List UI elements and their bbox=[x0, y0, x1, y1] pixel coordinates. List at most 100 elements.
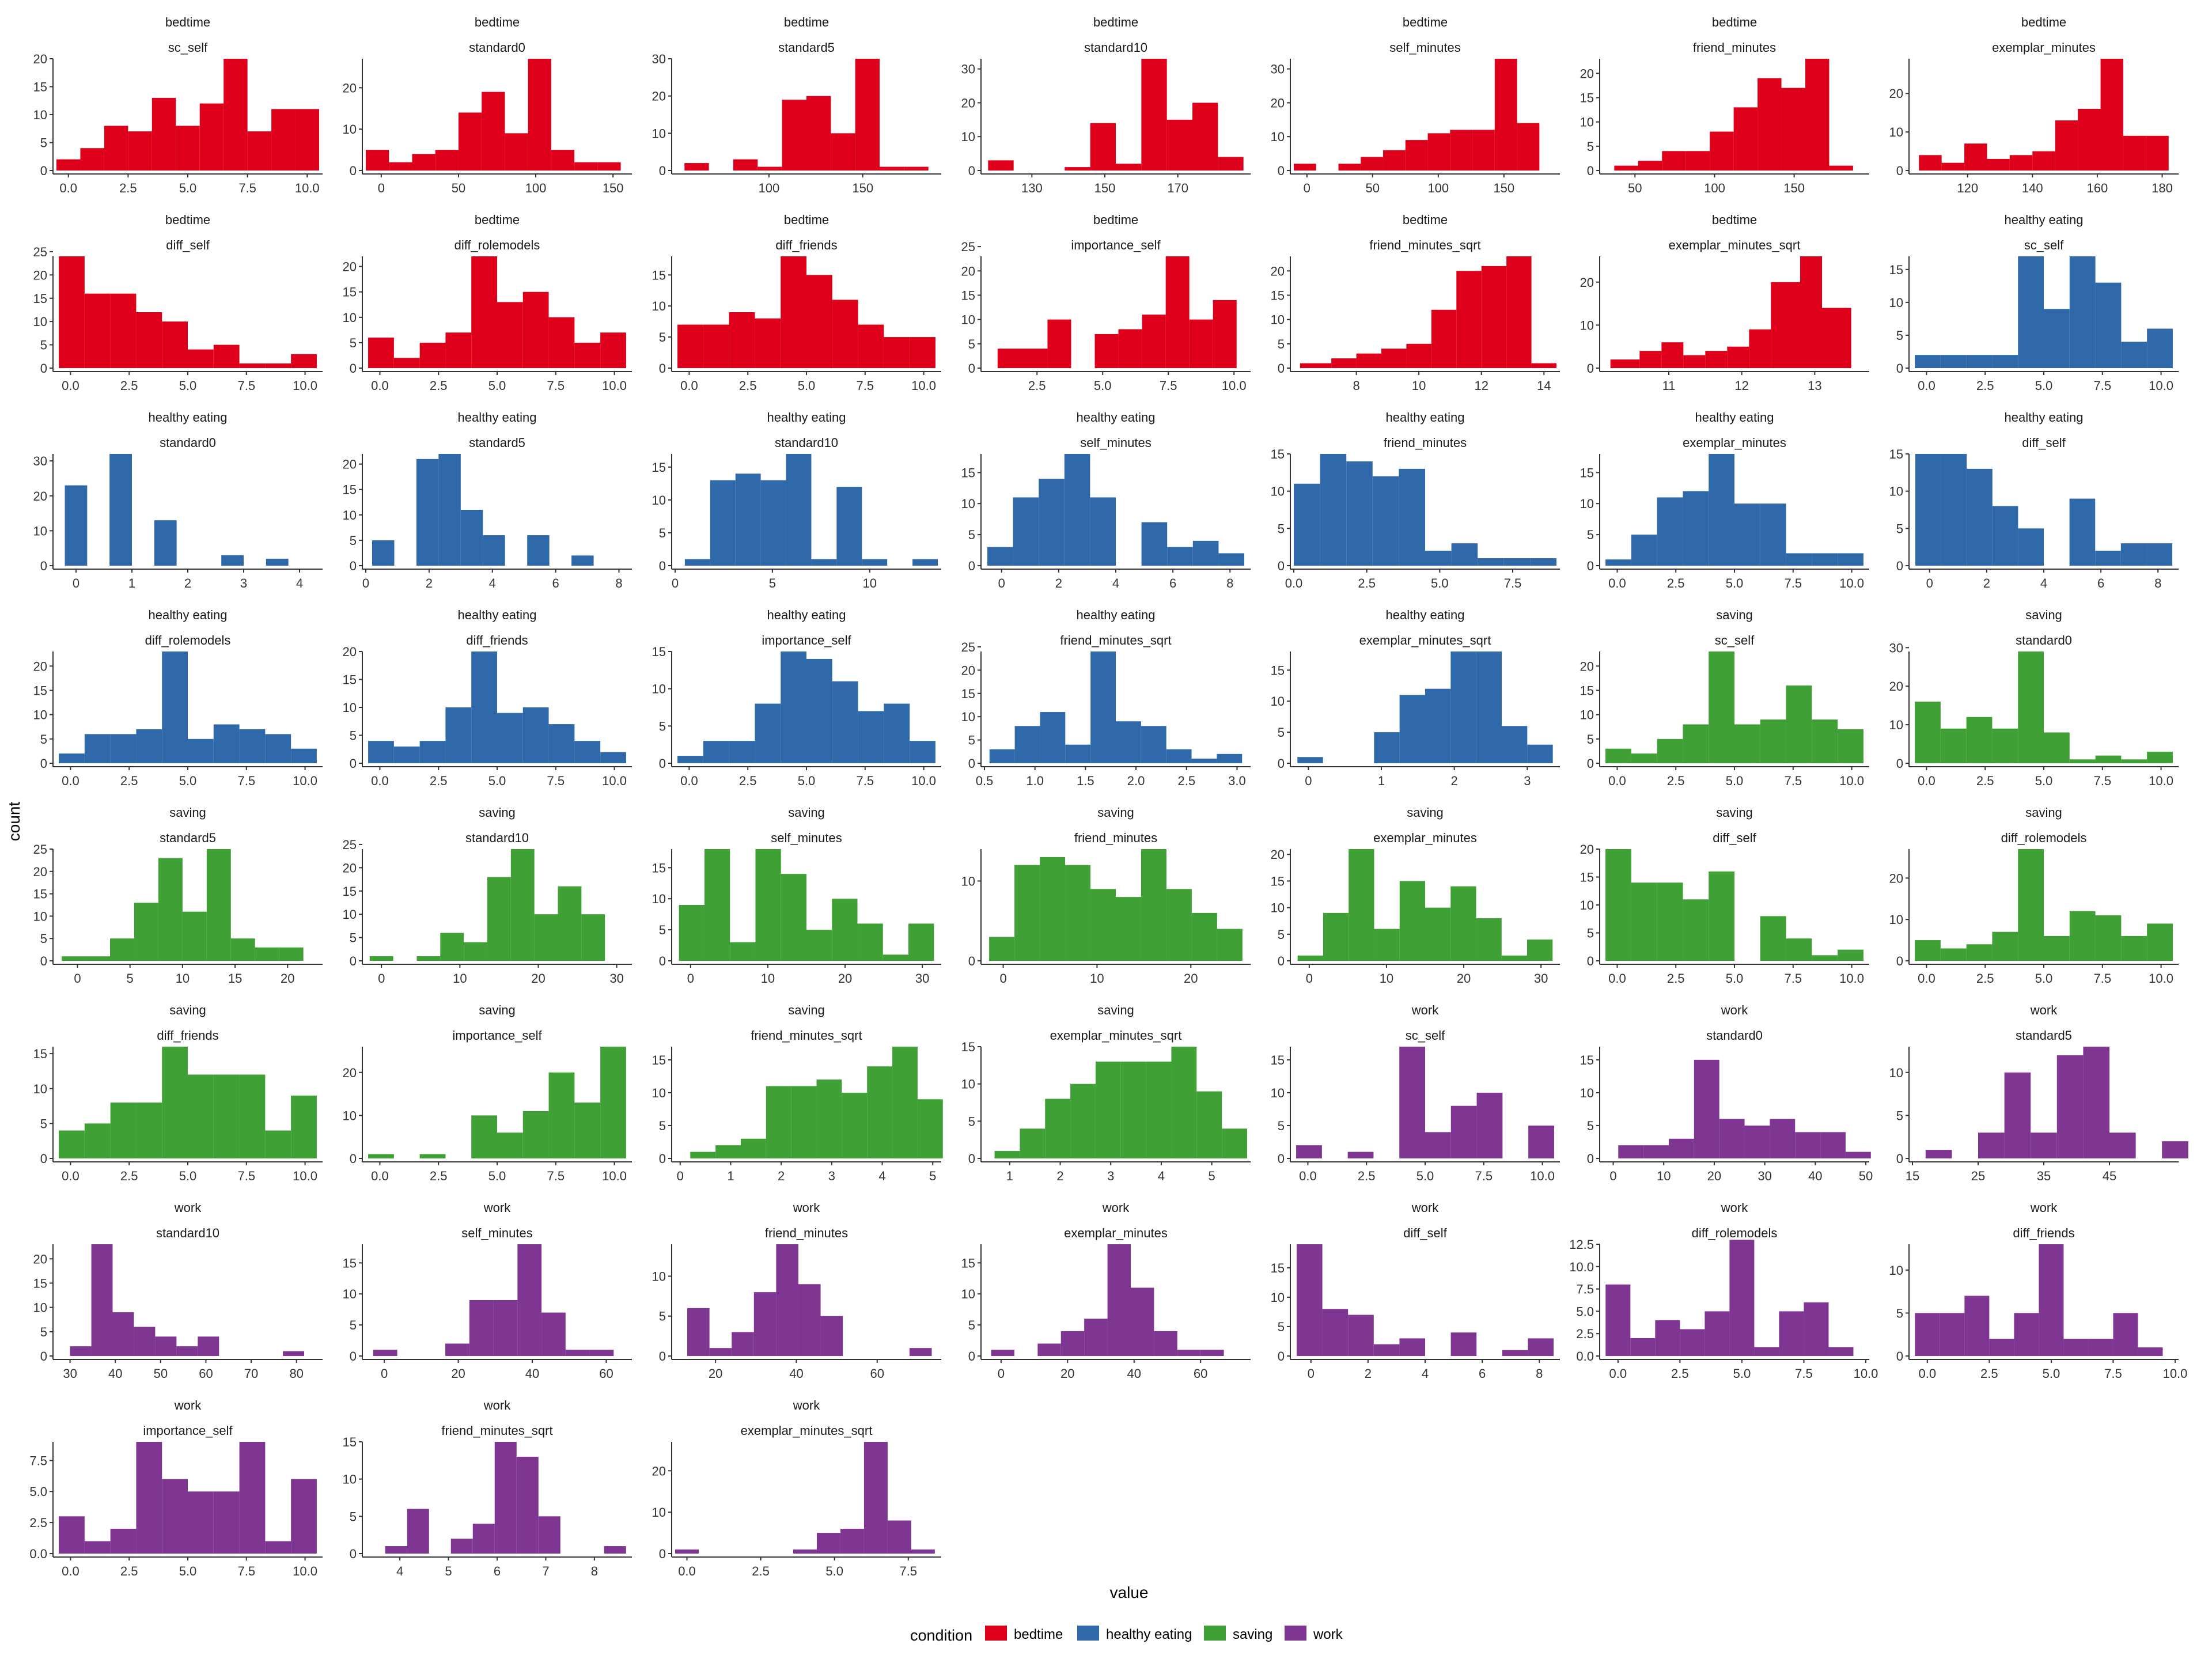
x-tick-label: 6 bbox=[1479, 1366, 1486, 1381]
x-tick-label: 10 bbox=[453, 971, 467, 986]
histogram-bar bbox=[1494, 59, 1517, 171]
histogram-bar bbox=[419, 1154, 446, 1158]
y-tick-label: 15 bbox=[1271, 1261, 1285, 1275]
histogram-bar bbox=[91, 1244, 113, 1356]
y-tick-label: 0 bbox=[350, 756, 357, 771]
histogram-bar bbox=[162, 1047, 188, 1158]
y-tick-label: 15 bbox=[1580, 465, 1594, 480]
x-tick-label: 2.5 bbox=[120, 774, 138, 788]
y-tick-label: 0 bbox=[350, 1349, 357, 1363]
histogram-bar bbox=[806, 930, 832, 961]
x-tick-label: 0.0 bbox=[1285, 576, 1303, 590]
x-tick-label: 12 bbox=[1734, 378, 1748, 393]
histogram-bar bbox=[753, 1292, 777, 1356]
histogram-bar bbox=[1090, 889, 1116, 961]
x-tick-label: 150 bbox=[1493, 181, 1514, 195]
y-tick-label: 0 bbox=[1896, 559, 1903, 573]
y-tick-label: 0 bbox=[968, 1152, 975, 1166]
histogram-bar bbox=[1661, 342, 1684, 368]
y-tick-label: 5 bbox=[968, 337, 975, 351]
x-tick-label: 0 bbox=[677, 1169, 684, 1183]
histogram-bar bbox=[1107, 1244, 1131, 1356]
histogram-bar bbox=[917, 1099, 943, 1158]
histogram-bar bbox=[188, 1074, 214, 1158]
histogram-bar bbox=[2018, 652, 2044, 763]
y-tick-label: 10 bbox=[652, 1269, 666, 1283]
histogram-bar bbox=[493, 1300, 518, 1356]
facet-condition-label: bedtime bbox=[165, 15, 210, 29]
histogram-bar bbox=[574, 342, 601, 368]
histogram-bar bbox=[1200, 1350, 1224, 1356]
facet-condition-label: saving bbox=[169, 1003, 206, 1017]
y-tick-label: 20 bbox=[1889, 871, 1903, 885]
histogram-bar bbox=[781, 256, 806, 368]
histogram-bar bbox=[2078, 108, 2101, 171]
x-tick-label: 170 bbox=[1167, 181, 1188, 195]
x-tick-label: 160 bbox=[2087, 181, 2108, 195]
y-tick-label: 5 bbox=[1278, 1320, 1285, 1334]
y-tick-label: 5 bbox=[1587, 732, 1594, 747]
histogram-bar bbox=[1478, 558, 1504, 566]
y-tick-label: 15 bbox=[1580, 683, 1594, 698]
histogram-bar bbox=[112, 1312, 134, 1356]
x-tick-label: 10.0 bbox=[602, 1169, 627, 1183]
histogram-bar bbox=[1992, 931, 2018, 961]
histogram-bar bbox=[741, 1138, 766, 1158]
x-tick-label: 5 bbox=[127, 971, 134, 986]
x-tick-label: 10.0 bbox=[911, 774, 936, 788]
x-tick-label: 0.0 bbox=[1918, 971, 1936, 986]
histogram-bar bbox=[806, 658, 832, 763]
histogram-bar bbox=[581, 914, 605, 961]
histogram-bar bbox=[1165, 256, 1190, 368]
x-tick-label: 7.5 bbox=[547, 378, 565, 393]
y-tick-label: 5 bbox=[1587, 528, 1594, 542]
y-tick-label: 20 bbox=[33, 1252, 47, 1266]
facet-panel-35: saving diff_friends 0 5 10 15 0.0 2.5 5.0 7.5 10.0 bbox=[33, 1003, 323, 1183]
x-tick-label: 10.0 bbox=[1530, 1169, 1555, 1183]
histogram-bar bbox=[385, 1546, 407, 1554]
histogram-bar bbox=[1141, 726, 1166, 763]
y-tick-label: 0 bbox=[1278, 164, 1285, 178]
histogram-bar bbox=[1638, 161, 1662, 171]
facet-variable-label: exemplar_minutes_sqrt bbox=[1050, 1028, 1182, 1043]
histogram-bar bbox=[887, 1520, 911, 1554]
facet-variable-label: exemplar_minutes bbox=[1992, 40, 2096, 55]
histogram-bar bbox=[1786, 553, 1812, 566]
facet-panel-18: healthy eating friend_minutes 0 5 10 15 0.0 2.5… bbox=[1271, 410, 1560, 590]
x-tick-label: 10.0 bbox=[295, 181, 320, 195]
histogram-bar bbox=[1399, 695, 1425, 763]
histogram-bar bbox=[2095, 755, 2122, 763]
facet-panel-26: saving sc_self 0 5 10 15 20 0.0 2.5 5.0 7.5 10.0 bbox=[1580, 608, 1869, 788]
histogram-bar bbox=[2044, 309, 2070, 368]
histogram-bar bbox=[84, 1541, 111, 1554]
facet-variable-label: diff_friends bbox=[466, 633, 528, 647]
facet-panel-27: saving standard0 0 10 20 30 0.0 2.5 5.0 7.5 10.0 bbox=[1889, 608, 2179, 788]
x-tick-label: 150 bbox=[1783, 181, 1805, 195]
histogram-bar bbox=[755, 703, 781, 763]
y-tick-label: 5 bbox=[968, 733, 975, 748]
facet-panel-12: bedtime exemplar_minutes_sqrt 0 10 20 11 12 13 bbox=[1580, 213, 1869, 393]
x-tick-label: 7.5 bbox=[1784, 774, 1802, 788]
facet-condition-label: bedtime bbox=[165, 213, 210, 227]
x-tick-label: 30 bbox=[609, 971, 623, 986]
y-tick-label: 15 bbox=[1889, 447, 1903, 461]
x-tick-label: 8 bbox=[615, 576, 622, 590]
facet-condition-label: work bbox=[174, 1200, 202, 1215]
histogram-bar bbox=[59, 256, 85, 368]
histogram-bar bbox=[1940, 948, 1967, 961]
histogram-bar bbox=[1643, 1145, 1669, 1158]
y-tick-label: 10.0 bbox=[1569, 1260, 1594, 1274]
histogram-bar bbox=[989, 937, 1015, 961]
y-tick-label: 10 bbox=[652, 892, 666, 906]
x-tick-label: 0.0 bbox=[62, 378, 79, 393]
x-tick-label: 3 bbox=[1107, 1169, 1114, 1183]
histogram-bar bbox=[882, 955, 909, 961]
x-tick-label: 10.0 bbox=[1839, 971, 1864, 986]
y-tick-label: 30 bbox=[1889, 641, 1903, 655]
x-tick-label: 3 bbox=[240, 576, 247, 590]
facet-condition-label: saving bbox=[1097, 805, 1134, 820]
x-tick-label: 10 bbox=[176, 971, 190, 986]
x-tick-label: 0.0 bbox=[1919, 1366, 1937, 1381]
histogram-bar bbox=[158, 858, 183, 961]
histogram-bar bbox=[1531, 363, 1556, 368]
